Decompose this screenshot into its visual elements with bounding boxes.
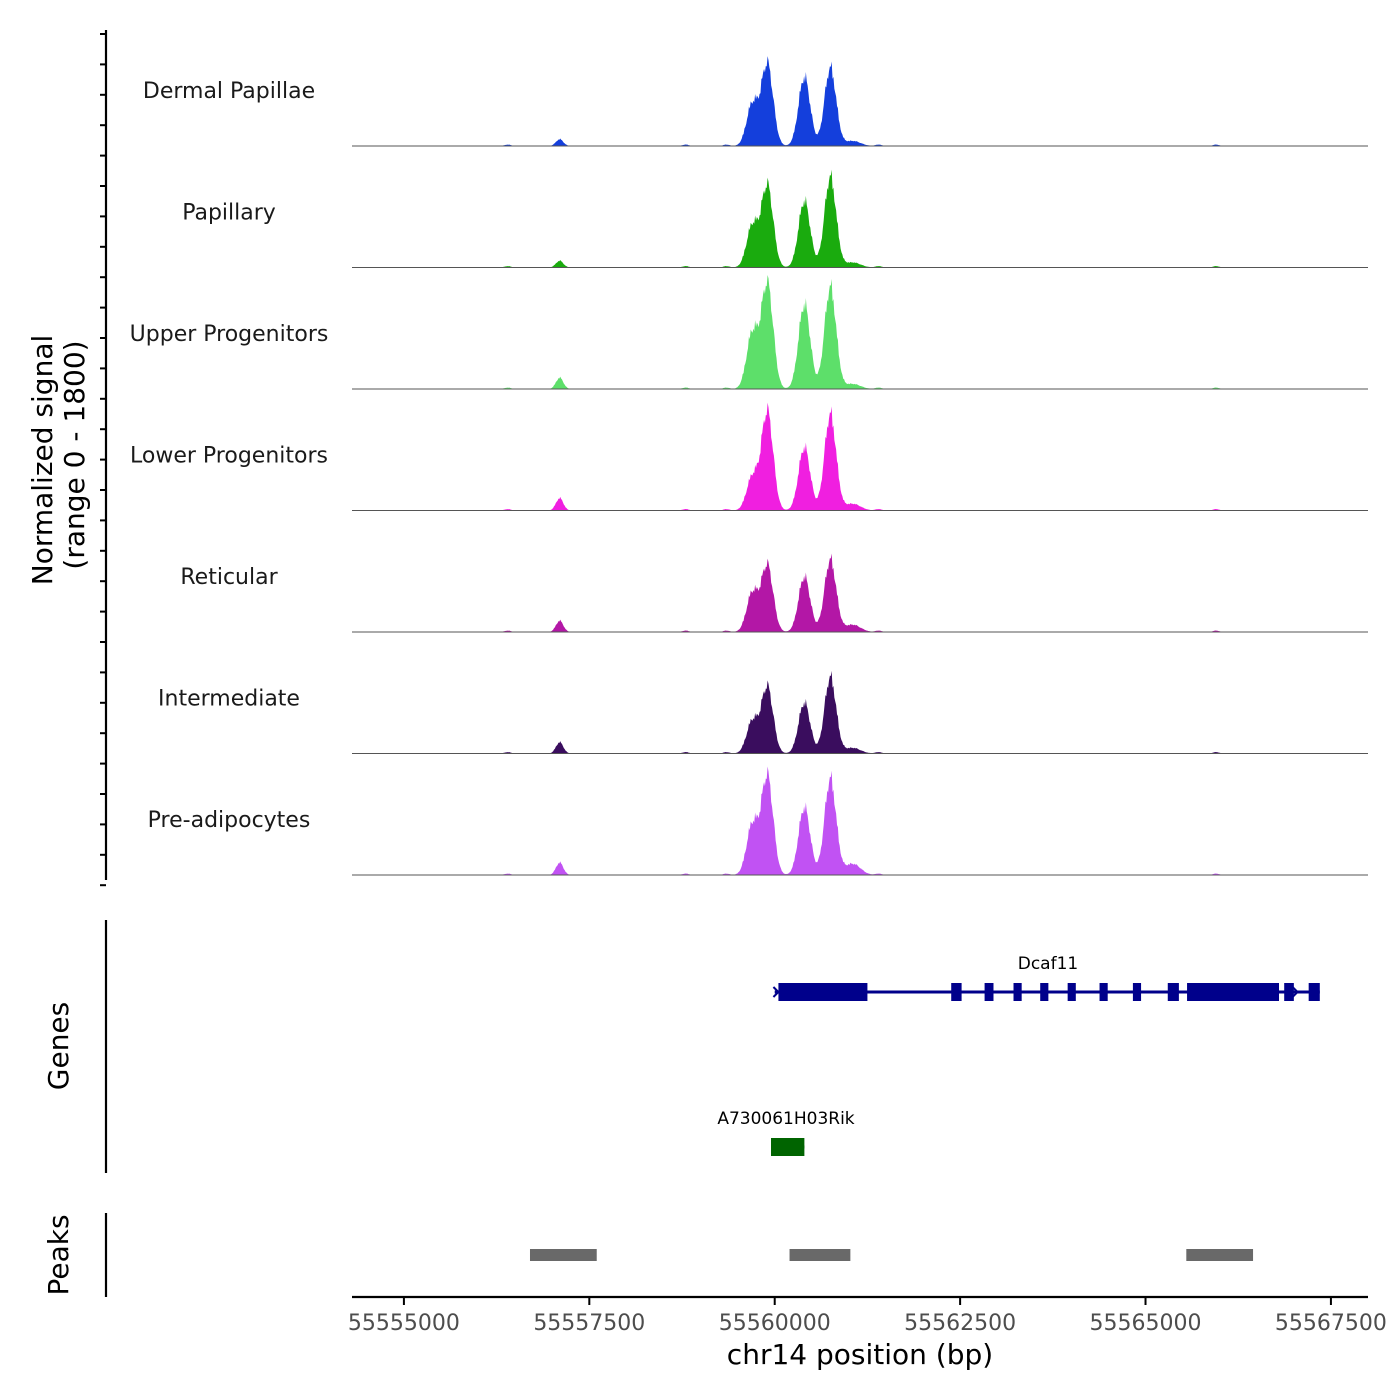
gene-exon [951, 983, 962, 1001]
x-tick-label: 55555000 [348, 1311, 460, 1336]
track-label: Lower Progenitors [130, 444, 328, 469]
coverage-area [352, 766, 1368, 875]
gene-exon [1099, 983, 1108, 1001]
gene-exon [1132, 983, 1142, 1001]
gene-exon [1284, 983, 1294, 1001]
track-label: Reticular [180, 565, 278, 590]
coverage-area [352, 169, 1368, 268]
x-axis-ticks: 55555000 55557500 55560000 55562500 55565000… [348, 1297, 1387, 1336]
track-dermal-papillae: Dermal Papillae [143, 56, 1368, 147]
track-reticular: Reticular [180, 553, 1368, 633]
coverage-area [352, 402, 1368, 511]
strand-arrow [1291, 986, 1299, 998]
track-intermediate: Intermediate [158, 670, 1368, 754]
track-upper-progenitors: Upper Progenitors [130, 275, 1368, 390]
x-tick-label: 55557500 [533, 1311, 645, 1336]
gene-exon [771, 1138, 805, 1156]
gene-a730061h03rik: A730061H03Rik [717, 1109, 855, 1156]
track-label: Pre-adipocytes [148, 808, 311, 833]
coverage-y-axis-title-line2: (range 0 - 1800) [58, 340, 91, 569]
strand-arrow [772, 986, 780, 998]
coverage-y-axis-title-line1: Normalized signal [26, 335, 59, 586]
gene-models: Dcaf11 A730061H03Rik [717, 954, 1320, 1156]
track-label: Papillary [182, 201, 276, 226]
coverage-section: Normalized signal (range 0 - 1800) Derma… [26, 30, 1368, 887]
peak-regions [529, 1249, 1254, 1261]
gene-exon [1013, 983, 1022, 1001]
genes-axis-title: Genes [42, 1002, 75, 1090]
track-label: Upper Progenitors [130, 322, 329, 347]
peaks-section: Peaks [42, 1213, 1254, 1297]
x-tick-label: 55567500 [1275, 1311, 1387, 1336]
gene-exon [778, 983, 868, 1001]
track-label: Intermediate [158, 687, 300, 712]
gene-exon [1187, 983, 1280, 1001]
x-tick-label: 55562500 [904, 1311, 1016, 1336]
x-tick-label: 55565000 [1090, 1311, 1202, 1336]
track-lower-progenitors: Lower Progenitors [130, 402, 1368, 511]
gene-exon [1040, 983, 1049, 1001]
track-label: Dermal Papillae [143, 79, 315, 104]
coverage-area [352, 275, 1368, 389]
peak-region [1186, 1249, 1254, 1261]
peak-region [789, 1249, 851, 1261]
gene-dcaf11: Dcaf11 [772, 954, 1320, 1001]
coverage-area [352, 670, 1368, 754]
coverage-y-ticks [100, 33, 106, 887]
x-axis: 55555000 55557500 55560000 55562500 55565000… [348, 1295, 1387, 1371]
x-axis-title: chr14 position (bp) [727, 1338, 993, 1371]
peak-region [529, 1249, 597, 1261]
track-pre-adipocytes: Pre-adipocytes [148, 766, 1368, 876]
coverage-area [352, 56, 1368, 146]
x-tick-label: 55560000 [719, 1311, 831, 1336]
coverage-tracks: Dermal Papillae Papillary Upper Progenitor… [130, 56, 1368, 876]
gene-name-label: A730061H03Rik [717, 1109, 854, 1129]
gene-exon [1067, 983, 1076, 1001]
gene-exon [1308, 983, 1320, 1001]
genes-section: Genes Dcaf11 A730061H03Rik [42, 920, 1320, 1173]
gene-name-label: Dcaf11 [1018, 954, 1078, 974]
coverage-area [352, 553, 1368, 632]
gene-exon [984, 983, 994, 1001]
gene-exon [1167, 983, 1179, 1001]
peaks-axis-title: Peaks [42, 1214, 75, 1295]
track-papillary: Papillary [182, 169, 1368, 268]
